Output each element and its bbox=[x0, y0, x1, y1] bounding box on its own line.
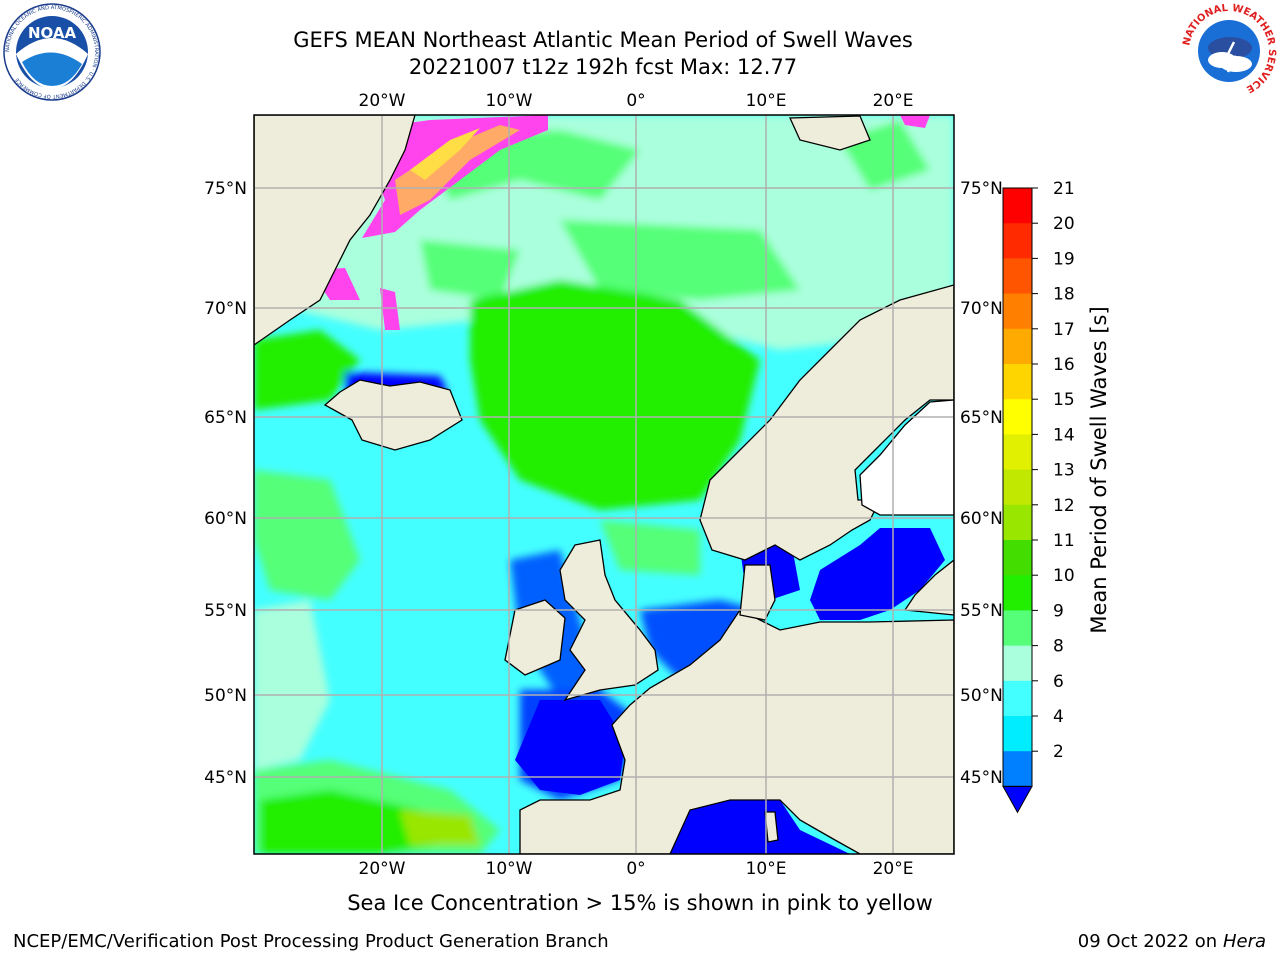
colorbar-segment bbox=[1003, 399, 1032, 435]
colorbar-segment bbox=[1003, 223, 1032, 259]
colorbar-segment bbox=[1003, 645, 1032, 682]
colorbar-extend-triangle bbox=[1002, 785, 1033, 814]
lon-label-bottom: 0° bbox=[626, 859, 645, 879]
colorbar-tick-label: 20 bbox=[1053, 214, 1075, 234]
colorbar-segment bbox=[1003, 364, 1032, 400]
colorbar-segment bbox=[1003, 610, 1032, 647]
colorbar-segment bbox=[1003, 469, 1032, 506]
colorbar-label: Mean Period of Swell Waves [s] bbox=[1087, 306, 1111, 633]
colorbar-segment bbox=[1003, 751, 1032, 787]
lon-label-bottom: 20°E bbox=[873, 859, 914, 879]
colorbar-tick-label: 17 bbox=[1053, 320, 1075, 340]
lat-label-left: 70°N bbox=[204, 299, 247, 319]
colorbar-tick-label: 13 bbox=[1053, 461, 1075, 481]
lon-label-top: 10°W bbox=[486, 91, 533, 111]
colorbar-segment bbox=[1003, 293, 1032, 330]
colorbar-segment bbox=[1003, 575, 1032, 611]
lon-label-top: 20°W bbox=[359, 91, 406, 111]
lat-label-left: 65°N bbox=[204, 408, 247, 428]
noaa-logo-text: NOAA bbox=[28, 24, 77, 42]
colorbar-tick-label: 14 bbox=[1053, 425, 1075, 445]
lat-label-right: 45°N bbox=[960, 768, 1003, 788]
lat-label-left: 50°N bbox=[204, 686, 247, 706]
sea-ice-caption: Sea Ice Concentration > 15% is shown in … bbox=[347, 891, 933, 915]
lon-label-top: 20°E bbox=[873, 91, 914, 111]
colorbar-tick-label: 8 bbox=[1053, 637, 1064, 657]
lat-label-left: 55°N bbox=[204, 601, 247, 621]
colorbar-tick-label: 15 bbox=[1053, 390, 1075, 410]
footer-host: Hera bbox=[1222, 931, 1266, 952]
lon-label-bottom: 10°E bbox=[746, 859, 787, 879]
graticule bbox=[254, 115, 954, 854]
colorbar-frame bbox=[1002, 187, 1033, 787]
lon-label-bottom: 20°W bbox=[359, 859, 406, 879]
colorbar-segment bbox=[1003, 716, 1032, 752]
colorbar-tick-label: 12 bbox=[1053, 496, 1075, 516]
colorbar-tick-label: 11 bbox=[1053, 531, 1075, 551]
colorbar-tick-label: 19 bbox=[1053, 249, 1075, 269]
lat-label-right: 65°N bbox=[960, 408, 1003, 428]
lon-label-top: 0° bbox=[626, 91, 645, 111]
lat-label-right: 75°N bbox=[960, 179, 1003, 199]
map-frame bbox=[253, 114, 955, 855]
lon-label-top: 10°E bbox=[746, 91, 787, 111]
colorbar-tick-label: 18 bbox=[1053, 285, 1075, 305]
colorbar-tick-label: 16 bbox=[1053, 355, 1075, 375]
land bbox=[254, 115, 954, 854]
nws-logo: NATIONAL WEATHER SERVICE bbox=[1180, 2, 1278, 100]
footer-date: 09 Oct 2022 on Hera bbox=[1078, 931, 1266, 952]
colorbar-segment bbox=[1003, 680, 1032, 717]
lon-label-bottom: 10°W bbox=[486, 859, 533, 879]
lat-label-right: 55°N bbox=[960, 601, 1003, 621]
colorbar-tick-label: 6 bbox=[1053, 672, 1064, 692]
lat-label-left: 60°N bbox=[204, 509, 247, 529]
colorbar-segment bbox=[1003, 328, 1032, 365]
title-line-1: GEFS MEAN Northeast Atlantic Mean Period… bbox=[293, 28, 913, 52]
title-line-2: 20221007 t12z 192h fcst Max: 12.77 bbox=[408, 55, 798, 79]
colorbar-segment bbox=[1003, 434, 1032, 471]
footer-credit: NCEP/EMC/Verification Post Processing Pr… bbox=[13, 931, 609, 952]
lat-label-left: 75°N bbox=[204, 179, 247, 199]
colorbar-segment bbox=[1003, 188, 1032, 224]
lat-label-left: 45°N bbox=[204, 768, 247, 788]
colorbar-tick-label: 2 bbox=[1053, 742, 1064, 762]
lat-label-right: 50°N bbox=[960, 686, 1003, 706]
colorbar-tick-label: 4 bbox=[1053, 707, 1064, 727]
colorbar-segment bbox=[1003, 504, 1032, 541]
colorbar: 21 20 19 18 17 16 15 14 13 12 11 10 9 8 6 4 2 bbox=[1002, 179, 1075, 814]
swell-period-field bbox=[254, 115, 954, 854]
colorbar-tick-label: 10 bbox=[1053, 566, 1075, 586]
lat-label-right: 60°N bbox=[960, 509, 1003, 529]
colorbar-segment bbox=[1003, 540, 1032, 576]
lat-label-right: 70°N bbox=[960, 299, 1003, 319]
colorbar-segment bbox=[1003, 258, 1032, 295]
noaa-logo: NOAA NATIONAL OCEANIC AND ATMOSPHERIC AD… bbox=[2, 2, 102, 102]
colorbar-tick-label: 9 bbox=[1053, 601, 1064, 621]
colorbar-tick-label: 21 bbox=[1053, 179, 1075, 199]
footer-date-text: 09 Oct 2022 on bbox=[1077, 931, 1223, 952]
